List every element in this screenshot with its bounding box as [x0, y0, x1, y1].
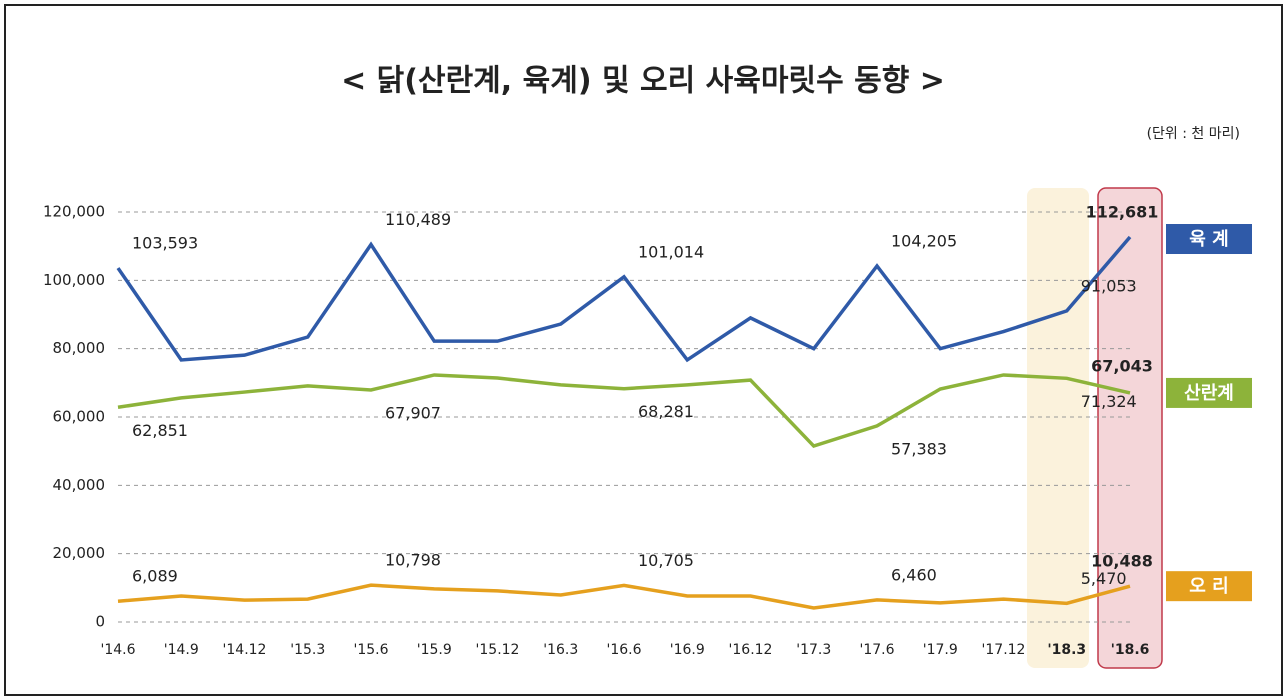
x-tick-label: '15.6: [353, 642, 388, 658]
data-label: 67,043: [1091, 356, 1153, 375]
y-tick-label: 80,000: [53, 339, 106, 357]
legend-text: 오 리: [1189, 576, 1228, 597]
line: [118, 585, 1130, 608]
x-tick-label: '18.6: [1111, 642, 1150, 658]
y-tick-label: 20,000: [53, 544, 106, 562]
x-tick-label: '17.12: [982, 642, 1026, 658]
data-label: 112,681: [1086, 203, 1159, 222]
x-tick-label: '15.9: [417, 642, 452, 658]
data-label: 62,851: [132, 421, 188, 440]
x-tick-label: '14.9: [164, 642, 199, 658]
data-label: 104,205: [891, 231, 957, 250]
x-tick-label: '16.12: [729, 642, 773, 658]
y-tick-label: 0: [95, 613, 105, 631]
unit-note: (단위 : 천 마리): [1147, 126, 1240, 142]
data-label: 6,089: [132, 567, 178, 586]
legend-text: 산란계: [1184, 383, 1234, 404]
data-label: 5,470: [1081, 569, 1127, 588]
data-label: 103,593: [132, 234, 198, 253]
chart-title: < 닭(산란계, 육계) 및 오리 사육마릿수 동향 >: [341, 64, 945, 99]
x-tick-label: '14.6: [100, 642, 135, 658]
x-tick-label: '17.3: [796, 642, 831, 658]
frame: [5, 5, 1282, 695]
x-tick-label: '16.6: [606, 642, 641, 658]
x-tick-label: '16.3: [543, 642, 578, 658]
data-label: 101,014: [638, 242, 704, 261]
data-label: 10,798: [385, 551, 441, 570]
data-label: 110,489: [385, 210, 451, 229]
x-tick-label: '18.3: [1047, 642, 1086, 658]
data-label: 57,383: [891, 439, 947, 458]
data-label: 10,488: [1091, 552, 1153, 571]
legend-text: 육 계: [1189, 229, 1228, 250]
y-tick-label: 60,000: [53, 408, 106, 426]
chart: < 닭(산란계, 육계) 및 오리 사육마릿수 동향 > (단위 : 천 마리)…: [0, 0, 1287, 700]
y-tick-label: 120,000: [43, 203, 105, 221]
data-label: 67,907: [385, 403, 441, 422]
line: [118, 237, 1130, 360]
x-tick-label: '14.12: [223, 642, 267, 658]
data-label: 91,053: [1081, 276, 1137, 295]
line: [118, 375, 1130, 446]
y-tick-label: 40,000: [53, 476, 106, 494]
x-tick-label: '15.3: [290, 642, 325, 658]
x-tick-label: '15.12: [476, 642, 520, 658]
data-label: 6,460: [891, 565, 937, 584]
data-label: 71,324: [1081, 392, 1137, 411]
data-label: 10,705: [638, 551, 694, 570]
highlight: [1098, 188, 1162, 668]
y-tick-label: 100,000: [43, 271, 105, 289]
x-tick-label: '17.6: [859, 642, 894, 658]
x-tick-label: '17.9: [923, 642, 958, 658]
highlight: [1027, 188, 1089, 668]
data-label: 68,281: [638, 402, 694, 421]
x-tick-label: '16.9: [670, 642, 705, 658]
